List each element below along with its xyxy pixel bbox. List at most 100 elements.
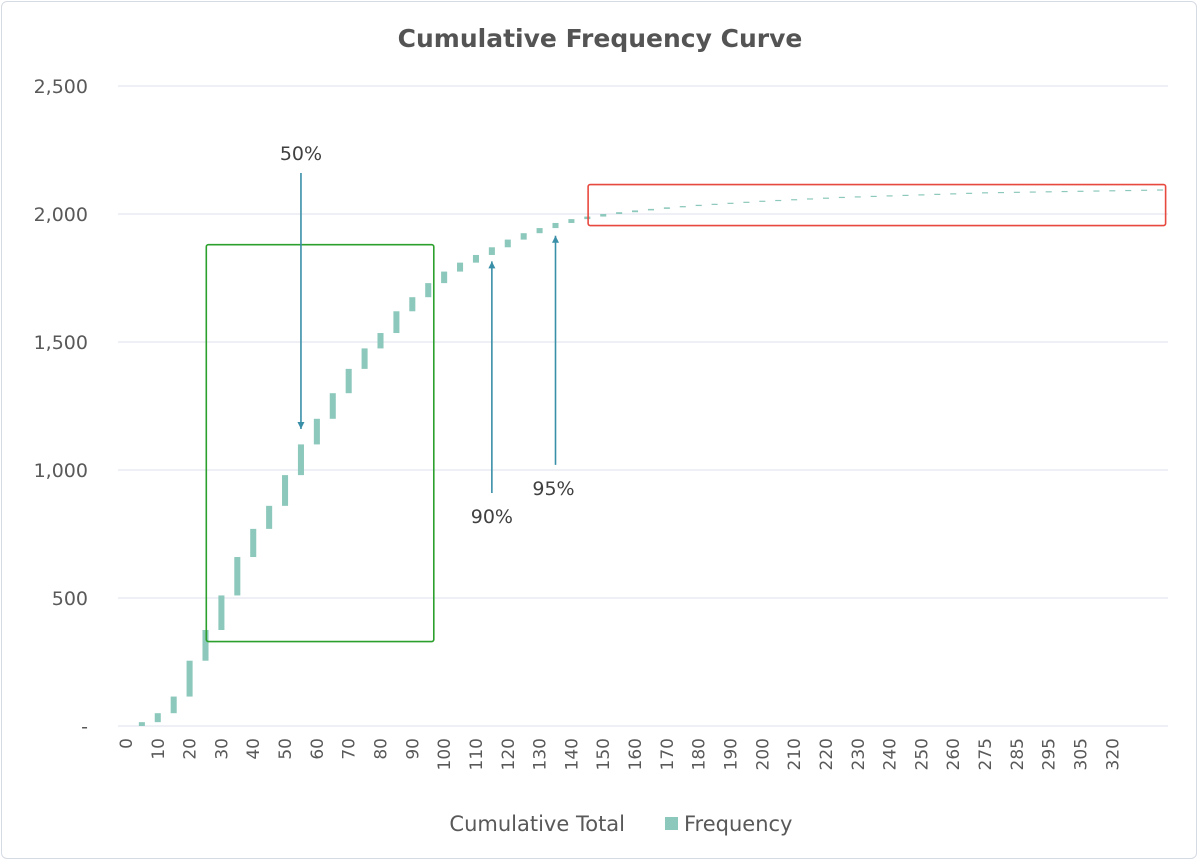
y-tick-label-1: 500 [52,588,88,610]
y-tick-label-3: 1,500 [34,332,88,354]
frequency-bar-15 [170,696,177,714]
frequency-bar-205 [775,199,782,202]
frequency-bar-170 [663,207,670,209]
frequency-bar-90 [409,297,416,312]
frequency-bar-20 [186,660,193,697]
frequency-bar-155 [616,212,623,214]
x-tick-label-190: 190 [722,738,742,770]
x-tick-label-80: 80 [372,738,392,760]
x-tick-label-100: 100 [435,738,455,770]
frequency-bar-195 [743,201,750,203]
frequency-bar-175 [679,206,686,208]
frequency-bar-70 [345,368,352,394]
y-tick-label-2: 1,000 [34,460,88,482]
annotation-arrows: 50% 90% 95% [280,143,575,528]
frequency-bar-135 [552,222,559,229]
frequency-bar-25 [202,630,209,661]
legend-label-cumulative-total: Cumulative Total [449,812,625,836]
arrow-head [488,261,496,269]
frequency-bar-130 [536,228,543,234]
frequency-bar-30 [218,595,225,630]
arrow-head [552,235,559,243]
x-tick-label-220: 220 [817,738,837,770]
frequency-bar-120 [504,239,511,248]
frequency-bar-75 [361,348,368,369]
frequency-bar-80 [377,333,384,349]
frequency-bar-225 [838,196,845,199]
frequency-bar-150 [600,214,607,217]
frequency-bar-275 [997,191,1004,194]
frequency-bar-255 [934,193,941,195]
legend-label-frequency: Frequency [684,812,793,836]
x-tick-label-305: 305 [1072,738,1092,770]
x-tick-label-210: 210 [785,738,805,770]
frequency-bar-320 [1141,189,1148,191]
frequency-bar-60 [313,418,320,445]
x-tick-label-160: 160 [626,738,646,770]
highlight-boxes [205,183,1167,643]
frequency-bar-245 [902,194,909,196]
y-tick-label-4: 2,000 [34,204,88,226]
frequency-bar-110 [472,254,479,263]
frequency-bar-190 [727,202,734,204]
frequency-bar-240 [886,195,893,197]
frequency-bar-105 [457,262,464,272]
frequency-bar-215 [807,198,814,200]
annotation-50pct: 50% [280,143,322,430]
frequency-bar-290 [1045,191,1052,193]
x-tick-label-275: 275 [976,738,996,770]
frequency-bar-300 [1077,190,1084,192]
y-axis-ticks: - 500 1,000 1,500 2,000 2,500 [34,76,88,738]
x-tick-label-180: 180 [690,738,710,770]
x-tick-label-140: 140 [562,738,582,770]
y-tick-label-0: - [81,716,88,738]
frequency-bar-50 [282,475,289,506]
frequency-bar-285 [1029,191,1036,193]
frequency-bar-165 [647,208,654,211]
frequency-bar-305 [1093,190,1100,192]
frequency-bar-5 [138,722,145,726]
x-tick-label-10: 10 [149,738,169,760]
frequency-bar-140 [568,219,575,223]
x-tick-label-260: 260 [944,738,964,770]
x-tick-label-0: 0 [117,738,137,749]
x-tick-label-30: 30 [212,738,232,760]
frequency-bar-65 [329,393,336,419]
x-tick-label-90: 90 [403,738,423,760]
frequency-bar-180 [695,204,702,207]
frequency-bar-235 [870,195,877,198]
x-tick-label-40: 40 [244,738,264,760]
frequency-bar-260 [950,193,957,195]
legend: Cumulative Total Frequency [449,812,792,836]
frequency-bar-200 [759,200,766,202]
frequency-bar-35 [234,557,241,596]
x-tick-label-110: 110 [467,738,487,770]
annotation-label: 50% [280,143,322,165]
frequency-bar-100 [441,271,448,284]
frequency-bar-250 [918,194,925,196]
x-tick-label-240: 240 [881,738,901,770]
frequency-bar-45 [266,505,273,529]
x-tick-label-170: 170 [658,738,678,770]
frequency-bar-10 [154,713,161,723]
frequency-bar-55 [297,444,304,476]
frequency-bar-115 [488,247,495,255]
gridlines [118,85,1168,727]
bars [138,189,1164,726]
x-tick-label-50: 50 [276,738,296,760]
x-tick-label-70: 70 [340,738,360,760]
red-highlight-box [587,183,1167,227]
green-highlight-box [205,243,435,643]
x-tick-label-200: 200 [753,738,773,770]
x-axis-ticks: 0 10 20 30 40 50 60 70 80 90 100 110 120 130 140 150 160… [117,738,1123,770]
x-tick-label-320: 320 [1103,738,1123,770]
x-tick-label-230: 230 [849,738,869,770]
arrow-head [297,422,305,430]
frequency-bar-295 [1061,190,1068,193]
frequency-bar-40 [250,528,257,558]
chart-title: Cumulative Frequency Curve [398,24,803,53]
annotation-90pct: 90% [471,261,513,528]
x-tick-label-20: 20 [181,738,201,760]
